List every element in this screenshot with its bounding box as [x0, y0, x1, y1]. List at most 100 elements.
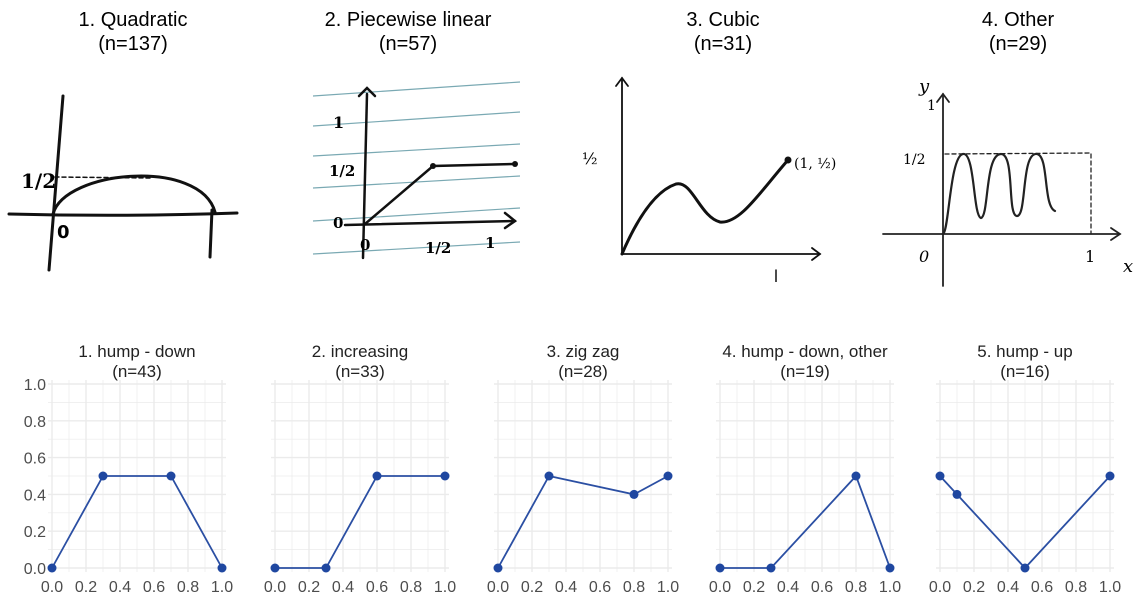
data-point	[98, 471, 108, 481]
x-tick-label: 1.0	[434, 579, 456, 596]
label-y: y	[918, 76, 930, 97]
x-tick-label: 1.0	[879, 579, 901, 596]
x-tick-label: 0.0	[41, 579, 63, 596]
sketch-title: 1. Quadratic	[78, 9, 188, 31]
chart-subtitle: (n=28)	[558, 362, 608, 381]
x-tick-label: 1.0	[657, 579, 679, 596]
chart-panel-5: 5. hump - up(n=16) 0.0 0.2 0.4 0.6 0.8 1.0	[929, 342, 1121, 596]
label-half-y: 1/2	[329, 162, 355, 180]
y-axis	[361, 92, 369, 260]
x-tick-label: 0.2	[75, 579, 97, 596]
chart-title: 4. hump - down, other	[722, 342, 888, 361]
y-tick-label: 0.8	[24, 414, 46, 431]
label-x: x	[1123, 256, 1133, 277]
label-half: ½	[582, 149, 598, 168]
label-one-x: 1	[1085, 247, 1095, 266]
data-point	[766, 563, 776, 573]
sketch-title-cubic: 3. Cubic (n=31)	[613, 8, 833, 56]
chart-title: 3. zig zag	[547, 342, 620, 361]
label-zero-x: 0	[360, 236, 370, 254]
x-axis-arrow	[503, 211, 518, 230]
label-half: 1/2	[21, 169, 56, 193]
x-tick-label: 0.2	[521, 579, 543, 596]
x-tick-label: 0.0	[487, 579, 509, 596]
label-zero-y: 0	[333, 214, 343, 232]
chart-title: 1. hump - down	[78, 342, 195, 361]
data-point	[321, 563, 331, 573]
data-point	[1105, 471, 1115, 481]
x-tick-label: 0.0	[264, 579, 286, 596]
quadratic-curve	[51, 174, 217, 216]
data-point	[629, 489, 639, 499]
x-tick-label: 1.0	[1099, 579, 1121, 596]
dashed-guide	[54, 176, 151, 179]
x-tick-label: 0.0	[709, 579, 731, 596]
sketch-title: 2. Piecewise linear	[324, 9, 492, 31]
sketch-title: 4. Other	[981, 9, 1055, 31]
sketch-title-other: 4. Other (n=29)	[908, 8, 1128, 56]
sketch-piecewise-linear: 1 1/2 0 0 1/2 1	[312, 81, 521, 260]
label-zero: 0	[57, 222, 70, 243]
sketch-count: (n=57)	[378, 33, 438, 55]
sketch-count: (n=137)	[98, 33, 168, 55]
sketch-title: 3. Cubic	[686, 9, 760, 31]
data-point	[270, 563, 280, 573]
x-tick-label: 0.6	[1031, 579, 1053, 596]
x-tick-label: 0.4	[777, 579, 799, 596]
x-tick-label: 0.6	[589, 579, 611, 596]
x-tick-label: 0.4	[109, 579, 131, 596]
data-point	[935, 471, 945, 481]
y-tick-label: 0.4	[24, 487, 46, 504]
chart-subtitle: (n=33)	[335, 362, 385, 381]
x-tick-label: 0.6	[366, 579, 388, 596]
dashed-bound	[944, 152, 1092, 235]
x-tick-label: 0.4	[332, 579, 354, 596]
y-axis	[47, 94, 65, 272]
sketch-quadratic: 1/2 0	[7, 94, 239, 272]
chart-subtitle: (n=16)	[1000, 362, 1050, 381]
x-tick-label: 0.2	[963, 579, 985, 596]
label-half-y: 1/2	[903, 152, 926, 168]
data-point	[885, 563, 895, 573]
label-zero: 0	[919, 247, 929, 266]
x-tick-label: 0.6	[143, 579, 165, 596]
label-one-y: 1	[927, 98, 936, 114]
data-point	[544, 471, 554, 481]
data-point	[715, 563, 725, 573]
y-tick-label: 0.6	[24, 451, 46, 468]
data-point	[952, 489, 962, 499]
x-tick-label: 0.6	[811, 579, 833, 596]
label-one-y: 1	[333, 113, 344, 132]
x-tick-label: 0.2	[743, 579, 765, 596]
data-point	[1020, 563, 1030, 573]
tick-one	[208, 208, 214, 259]
y-tick-label: 0.0	[24, 561, 46, 578]
label-half-x: 1/2	[425, 239, 451, 257]
chart-subtitle: (n=43)	[112, 362, 162, 381]
series-line	[939, 475, 1111, 570]
sketch-count: (n=31)	[693, 33, 753, 55]
x-axis	[7, 211, 239, 217]
sketch-other: y 1 1/2 0 1 x	[882, 76, 1133, 287]
series-line	[275, 475, 445, 569]
x-tick-label: 0.0	[929, 579, 951, 596]
sketch-cubic: ½ (1, ½)	[582, 76, 836, 282]
cubic-curve	[620, 158, 790, 256]
data-point	[217, 563, 227, 573]
data-point	[47, 563, 57, 573]
chart-subtitle: (n=19)	[780, 362, 830, 381]
label-one-x: 1	[485, 234, 495, 252]
x-tick-label: 0.4	[997, 579, 1019, 596]
series-line	[51, 475, 223, 569]
x-tick-label: 0.2	[298, 579, 320, 596]
chart-panel-2: 2. increasing(n=33) 0.0 0.2 0.4 0.6 0.8 1.0	[264, 342, 456, 596]
y-tick-label: 0.2	[24, 524, 46, 541]
sketch-title-piecewise: 2. Piecewise linear (n=57)	[298, 8, 518, 56]
data-point	[372, 471, 382, 481]
x-tick-label: 0.8	[1065, 579, 1087, 596]
data-point	[663, 471, 673, 481]
data-point	[440, 471, 450, 481]
data-point	[166, 471, 176, 481]
chart-title: 2. increasing	[312, 342, 408, 361]
